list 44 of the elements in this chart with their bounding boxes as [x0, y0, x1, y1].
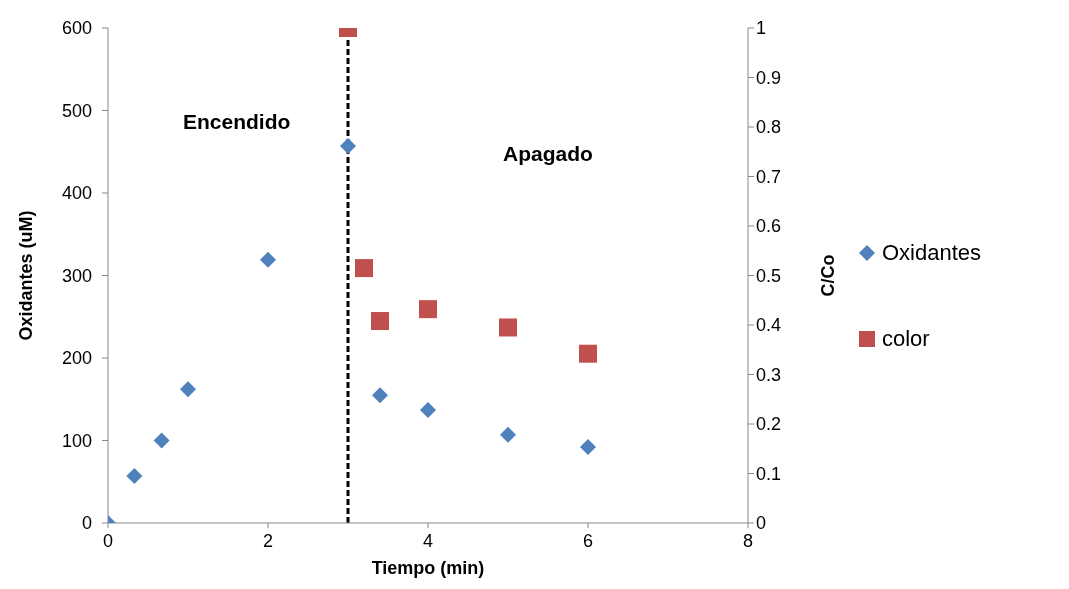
x-tick-label: 0: [102, 530, 114, 551]
point: [260, 251, 276, 268]
y2-tick-label: 0.3: [756, 364, 782, 385]
x-tick-label: 6: [582, 530, 594, 551]
point: [579, 344, 597, 363]
y2-tick-label: 0.2: [756, 414, 782, 435]
point: [355, 259, 373, 278]
y2-tick-label: 0.6: [756, 216, 782, 237]
y-tick-label: 600: [61, 18, 92, 39]
x-tick-label: 2: [262, 530, 274, 551]
y2-axis-title: C/Co: [818, 254, 839, 297]
y-axis-title: Oxidantes (uM): [16, 210, 37, 341]
x-axis-title: Tiempo (min): [371, 557, 485, 578]
point: [372, 387, 388, 404]
y2-tick-label: 0.4: [756, 315, 782, 336]
y2-tick-label: 0.9: [756, 67, 782, 88]
y-tick-label: 100: [61, 430, 92, 451]
y2-tick-label: 0: [756, 513, 767, 534]
y-tick-label: 0: [81, 513, 92, 534]
point: [371, 312, 389, 331]
y2-tick-label: 0.8: [756, 117, 782, 138]
y2-tick-label: 1: [756, 18, 767, 39]
point: [580, 439, 596, 456]
x-tick-label: 8: [742, 530, 754, 551]
legend-label: color: [882, 325, 930, 352]
annotation: Apagado: [503, 142, 593, 166]
point: [153, 432, 170, 449]
y-tick-label: 200: [61, 348, 92, 369]
point: [126, 467, 143, 484]
point: [420, 401, 436, 418]
point: [419, 300, 437, 319]
point: [340, 137, 356, 154]
point: [499, 318, 517, 337]
point: [180, 381, 196, 398]
x-tick-label: 4: [422, 530, 434, 551]
y2-tick-label: 0.5: [756, 265, 782, 286]
legend-label: Oxidantes: [882, 239, 982, 266]
y-tick-label: 400: [61, 183, 92, 204]
y-tick-label: 300: [61, 265, 92, 286]
y2-tick-label: 0.1: [756, 463, 782, 484]
point: [500, 426, 516, 443]
y2-tick-label: 0.7: [756, 166, 782, 187]
y-tick-label: 500: [61, 100, 92, 121]
annotation: Encendido: [183, 110, 291, 134]
